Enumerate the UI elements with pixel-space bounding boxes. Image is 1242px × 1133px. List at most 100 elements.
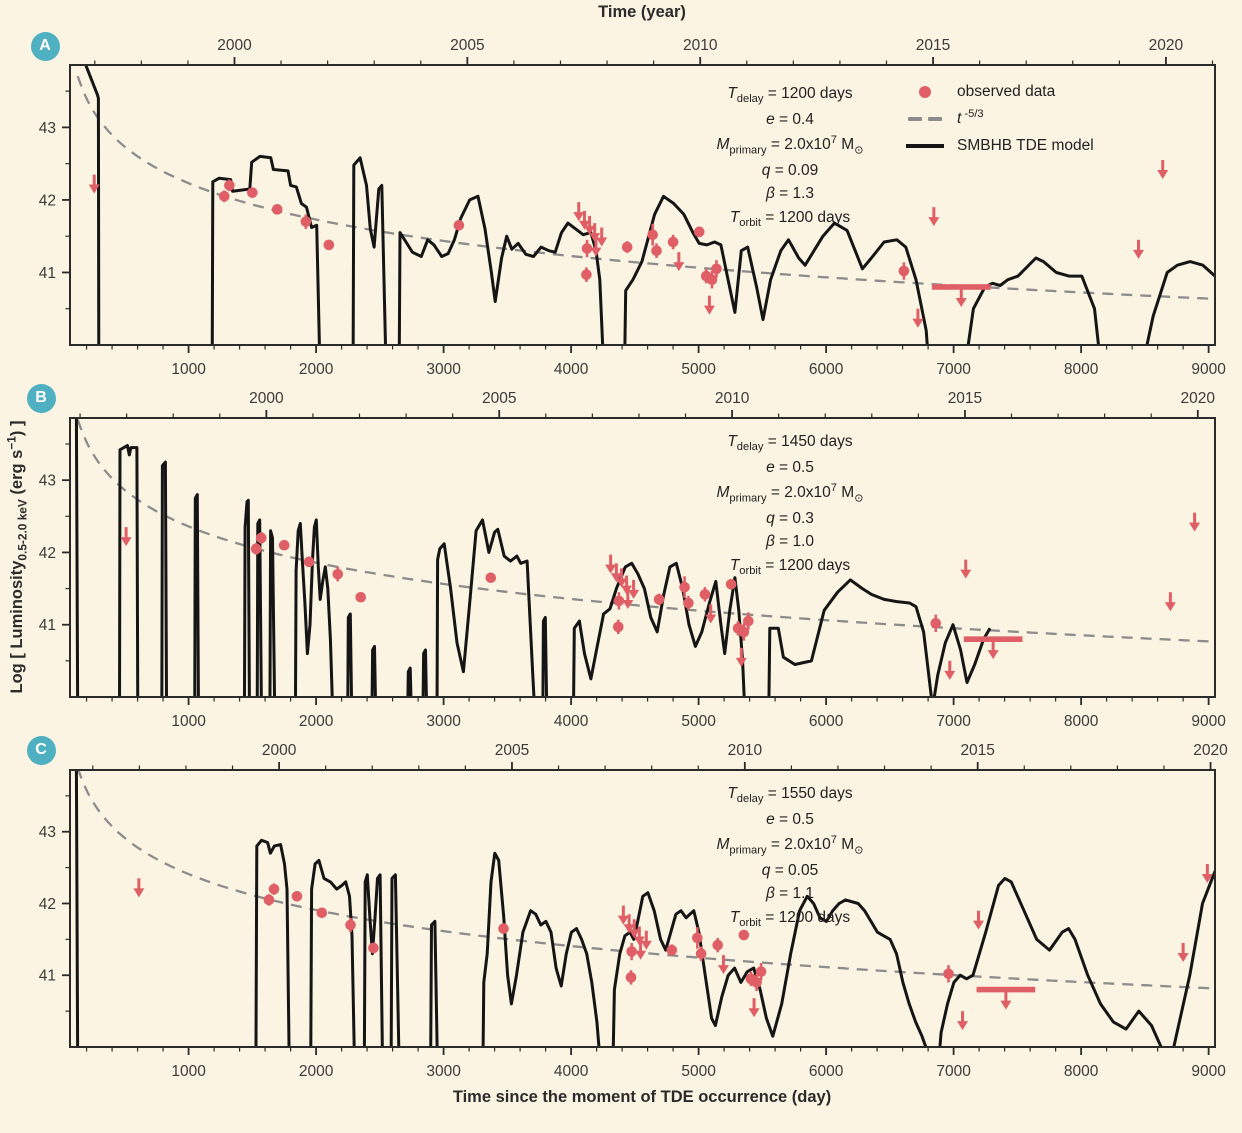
upper-limit-arrow	[617, 905, 629, 925]
upper-limit-arrow	[590, 237, 602, 257]
observed-point	[711, 260, 722, 278]
observed-point	[218, 190, 230, 203]
param-line: Mprimary = 2.0x107 M⊙	[716, 133, 864, 156]
top-axis-title: Time (year)	[598, 3, 686, 21]
day-tick-label: 7000	[936, 1063, 971, 1080]
upper-limit-arrow	[635, 940, 647, 960]
upper-limit-arrow	[573, 202, 585, 222]
observed-point	[581, 267, 592, 282]
observed-point	[613, 592, 625, 610]
upper-limit-arrow	[628, 919, 640, 939]
upper-limit-arrow	[944, 660, 956, 680]
upper-limit-arrow	[120, 527, 132, 547]
upper-limit-arrow	[960, 559, 972, 579]
observed-point	[898, 262, 910, 280]
day-tick-label: 8000	[1064, 713, 1099, 728]
param-line: β = 1.0	[765, 533, 815, 551]
upper-limit-arrow	[972, 910, 984, 930]
observed-point	[621, 241, 633, 253]
wide-upper-limit	[963, 636, 1023, 660]
observed-point	[345, 917, 356, 933]
model-line-icon	[903, 143, 947, 148]
upper-limit-arrow	[735, 647, 747, 667]
param-line: q = 0.09	[761, 161, 819, 179]
model-line	[74, 770, 1215, 1047]
observed-point	[291, 891, 303, 902]
observed-point	[625, 970, 637, 985]
year-tick-label: 2020	[1181, 390, 1216, 407]
day-tick-label: 7000	[936, 713, 971, 728]
observed-point	[755, 963, 767, 981]
luminosity-tick-label: 43	[39, 120, 56, 137]
observed-point	[725, 578, 737, 590]
observed-point	[485, 572, 497, 584]
day-tick-label: 1000	[171, 361, 206, 378]
upper-limit-arrow	[584, 215, 596, 235]
luminosity-tick-label: 41	[39, 968, 56, 985]
year-tick-label: 2010	[728, 742, 763, 759]
upper-limit-arrow	[605, 554, 617, 574]
param-line: q = 0.05	[761, 861, 819, 879]
day-axis-ticks: 1000 2000 3000 4000 5000 6000 7000 8000 9000	[85, 697, 1226, 728]
day-tick-label: 2000	[299, 1063, 334, 1080]
panel-a-plot: 1000 2000 3000 4000 5000 6000 7000 8000 9000 2000…	[39, 37, 1226, 378]
year-tick-label: 2010	[683, 37, 718, 54]
observed-point	[224, 179, 235, 192]
observed-point	[699, 587, 711, 602]
observed-point	[581, 239, 593, 258]
observed-point	[263, 894, 275, 906]
day-tick-label: 1000	[171, 713, 206, 728]
year-tick-label: 2020	[1149, 37, 1184, 54]
luminosity-axis-ticks: 41 42 43	[39, 90, 70, 310]
observed-point	[647, 223, 659, 246]
params-annotation-a: Tdelay = 1200 days e = 0.4 Mprimary = 2.0x…	[580, 82, 1000, 232]
day-tick-label: 7000	[936, 361, 971, 378]
observed-point	[706, 271, 718, 289]
x-axis-title: Time since the moment of TDE occurrence …	[452, 1088, 832, 1106]
year-tick-label: 2015	[960, 742, 994, 759]
legend-label-observed: observed data	[957, 82, 1056, 100]
param-line: Mprimary = 2.0x107 M⊙	[716, 833, 864, 856]
day-tick-label: 3000	[426, 361, 461, 378]
day-tick-label: 5000	[681, 361, 716, 378]
observed-point	[738, 929, 750, 941]
observed-point	[278, 539, 290, 551]
upper-limit-arrow	[705, 604, 717, 624]
observed-points	[88, 160, 1169, 328]
upper-limit-arrow	[1157, 160, 1169, 180]
observed-point	[943, 965, 954, 983]
day-tick-label: 3000	[426, 1063, 461, 1080]
observed-point	[368, 942, 379, 954]
observed-point	[667, 234, 679, 250]
upper-limit-arrow	[88, 174, 100, 194]
luminosity-axis-ticks: 41 42 43	[39, 443, 70, 662]
observed-point	[651, 243, 662, 258]
param-line: Tdelay = 1450 days	[727, 433, 853, 454]
day-tick-label: 9000	[1191, 361, 1226, 378]
observed-point	[300, 214, 312, 229]
day-tick-label: 8000	[1064, 1063, 1099, 1080]
observed-point	[268, 883, 280, 895]
observed-point	[743, 612, 754, 630]
day-tick-label: 4000	[554, 1063, 589, 1080]
day-tick-label: 3000	[426, 713, 461, 728]
day-tick-label: 5000	[681, 713, 716, 728]
observed-point	[355, 591, 367, 603]
param-line: Tdelay = 1550 days	[727, 785, 853, 806]
year-tick-label: 2005	[495, 742, 529, 759]
upper-limit-arrow	[1177, 942, 1189, 962]
luminosity-tick-label: 43	[39, 473, 56, 490]
year-tick-label: 2000	[249, 390, 284, 407]
observed-point	[612, 619, 624, 635]
year-axis-ticks: 2000 2005 2010 2015 2020	[92, 742, 1228, 770]
upper-limit-arrow	[133, 878, 145, 898]
observed-point	[250, 543, 262, 555]
upper-limit-arrow	[1189, 512, 1201, 532]
observed-point	[930, 614, 942, 632]
param-line: Tdelay = 1200 days	[727, 85, 853, 106]
observed-points	[133, 864, 1213, 1031]
day-tick-label: 9000	[1191, 713, 1226, 728]
upper-limit-arrow	[640, 930, 652, 950]
day-tick-label: 2000	[299, 361, 334, 378]
legend-item-power-law: t -5/3	[903, 105, 1094, 132]
